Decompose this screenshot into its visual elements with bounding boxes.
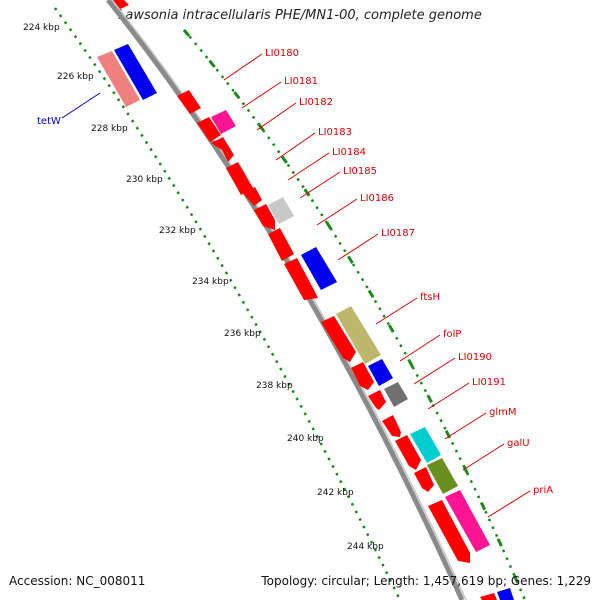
LI0183-leader bbox=[275, 132, 316, 161]
genome-summary-text: Topology: circular; Length: 1,457,619 bp… bbox=[261, 574, 591, 588]
gene-ftsH[interactable] bbox=[336, 306, 381, 364]
gene-inner-4[interactable] bbox=[226, 162, 253, 195]
gene-label-LI0184[interactable]: LI0184 bbox=[332, 147, 366, 158]
gene-inner-11[interactable] bbox=[368, 390, 386, 410]
outer-right-ring-dashes bbox=[182, 29, 527, 600]
gene-glmM[interactable] bbox=[410, 427, 441, 463]
kbp-label: 234 kbp bbox=[192, 277, 229, 287]
ftsH-leader bbox=[375, 297, 418, 325]
gene-inner-9[interactable] bbox=[321, 316, 356, 362]
tetW-leader bbox=[61, 92, 101, 119]
glmM-leader bbox=[444, 412, 487, 440]
gene-label-tetW[interactable]: tetW bbox=[37, 116, 61, 127]
gene-label-LI0190[interactable]: LI0190 bbox=[458, 352, 492, 363]
gene-inner-12[interactable] bbox=[382, 415, 401, 437]
gene-label-LI0181[interactable]: LI0181 bbox=[284, 76, 318, 87]
LI0190-leader bbox=[413, 357, 456, 385]
gene-label-LI0183[interactable]: LI0183 bbox=[318, 127, 352, 138]
gene-LI0185[interactable] bbox=[268, 197, 294, 224]
LI0187-leader bbox=[337, 233, 379, 261]
gene-tetW[interactable] bbox=[97, 51, 140, 107]
gene-inner-6[interactable] bbox=[254, 204, 275, 230]
gene-LI0187[interactable] bbox=[301, 247, 337, 290]
kbp-label: 226 kbp bbox=[57, 72, 94, 82]
gene-galU[interactable] bbox=[427, 458, 458, 494]
galU-leader bbox=[462, 443, 505, 471]
kbp-label: 224 kbp bbox=[23, 23, 60, 33]
gene-label-LI0182[interactable]: LI0182 bbox=[299, 97, 333, 108]
gene-label-LI0185[interactable]: LI0185 bbox=[343, 166, 377, 177]
kbp-label: 242 kbp bbox=[317, 488, 354, 498]
gene-folP[interactable] bbox=[368, 359, 393, 386]
gene-label-ftsH[interactable]: ftsH bbox=[420, 292, 440, 303]
gene-label-folP[interactable]: folP bbox=[443, 329, 461, 340]
gene-LI0181[interactable] bbox=[211, 110, 236, 134]
LI0181-leader bbox=[241, 81, 282, 109]
gene-label-galU[interactable]: galU bbox=[507, 438, 530, 449]
kbp-label: 232 kbp bbox=[159, 226, 196, 236]
gene-label-LI0187[interactable]: LI0187 bbox=[381, 228, 415, 239]
folP-leader bbox=[399, 334, 441, 362]
outer-left-ring bbox=[53, 7, 402, 600]
gene-inner-13[interactable] bbox=[395, 435, 421, 470]
gene-label-glmM[interactable]: glmM bbox=[489, 407, 517, 418]
gene-label-priA[interactable]: priA bbox=[533, 485, 553, 496]
LI0186-leader bbox=[316, 198, 358, 226]
gene-inner-7[interactable] bbox=[268, 228, 294, 261]
LI0182-leader bbox=[256, 102, 297, 131]
gene-inner-8[interactable] bbox=[284, 258, 318, 300]
kbp-label: 240 kbp bbox=[287, 434, 324, 444]
LI0185-leader bbox=[299, 171, 341, 199]
kbp-label: 238 kbp bbox=[256, 381, 293, 391]
gene-LI0190[interactable] bbox=[384, 382, 408, 407]
gene-inner-3[interactable] bbox=[211, 137, 234, 162]
gene-inner-2[interactable] bbox=[197, 117, 221, 142]
genome-backbone-highlight bbox=[111, 0, 467, 600]
gene-label-LI0191[interactable]: LI0191 bbox=[472, 377, 506, 388]
LI0191-leader bbox=[427, 382, 470, 410]
gene-tetW-partner[interactable] bbox=[114, 44, 157, 100]
gene-inner-5[interactable] bbox=[243, 187, 262, 206]
kbp-label: 236 kbp bbox=[224, 329, 261, 339]
LI0184-leader bbox=[287, 152, 330, 181]
genome-backbone bbox=[106, 0, 465, 600]
gene-partial-bottom[interactable] bbox=[480, 593, 497, 600]
accession-text: Accession: NC_008011 bbox=[9, 574, 146, 588]
gene-partial-top[interactable] bbox=[113, 0, 129, 9]
gene-inner-10[interactable] bbox=[351, 362, 374, 390]
gene-priA[interactable] bbox=[445, 490, 490, 552]
map-title: Lawsonia intracellularis PHE/MN1-00, com… bbox=[118, 8, 482, 23]
gene-inner-15[interactable] bbox=[428, 500, 470, 563]
kbp-label: 228 kbp bbox=[91, 124, 128, 134]
gene-label-LI0180[interactable]: LI0180 bbox=[265, 48, 299, 59]
kbp-label: 230 kbp bbox=[126, 175, 163, 185]
gene-partial-bottom-2[interactable] bbox=[497, 588, 514, 600]
gene-label-LI0186[interactable]: LI0186 bbox=[360, 193, 394, 204]
LI0180-leader bbox=[223, 53, 263, 81]
priA-leader bbox=[487, 490, 531, 518]
gene-inner-1[interactable] bbox=[177, 90, 201, 114]
kbp-label: 244 kbp bbox=[347, 542, 384, 552]
gene-inner-14[interactable] bbox=[414, 467, 434, 492]
